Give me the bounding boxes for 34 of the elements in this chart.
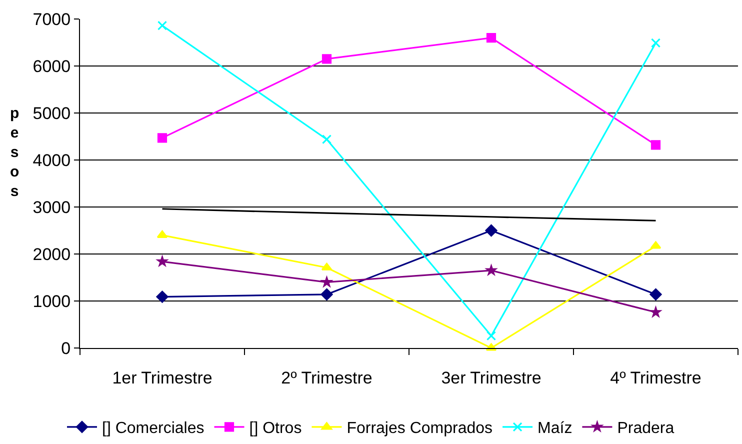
y-tick-label: 0 — [61, 338, 71, 358]
legend-label: Maíz — [538, 420, 572, 438]
point — [649, 305, 662, 318]
y-tick-label: 5000 — [32, 104, 71, 123]
x-tick-label: 4º Trimestre — [610, 368, 702, 388]
point — [650, 140, 661, 150]
point — [156, 254, 169, 268]
point — [157, 20, 168, 30]
point — [320, 275, 334, 288]
y-tick-label: 1000 — [32, 292, 71, 311]
point — [320, 288, 333, 300]
legend-label: Pradera — [617, 420, 674, 438]
point — [650, 288, 662, 300]
y-tick-label: 2000 — [32, 244, 71, 264]
point — [650, 38, 661, 48]
y-axis-title: pesos — [10, 105, 20, 200]
x-tick-label: 1er Trimestre — [112, 368, 212, 388]
legend-label: [] Otros — [249, 420, 302, 438]
point — [485, 224, 498, 236]
y-tick-label: 3000 — [32, 198, 71, 217]
y-tick-label: 4000 — [32, 150, 71, 170]
point — [486, 330, 496, 341]
y-tick-label: 7000 — [32, 10, 71, 29]
point — [322, 54, 332, 64]
x-tick-label: 3er Trimestre — [441, 368, 542, 388]
point — [322, 134, 332, 144]
y-tick-label: 6000 — [32, 56, 71, 76]
point — [157, 133, 168, 143]
legend-label: [] Comerciales — [102, 420, 204, 438]
point — [486, 33, 496, 43]
point — [156, 290, 168, 303]
point — [484, 263, 498, 276]
legend-label: Forrajes Comprados — [346, 420, 493, 438]
x-tick-label: 2º Trimestre — [281, 368, 372, 388]
